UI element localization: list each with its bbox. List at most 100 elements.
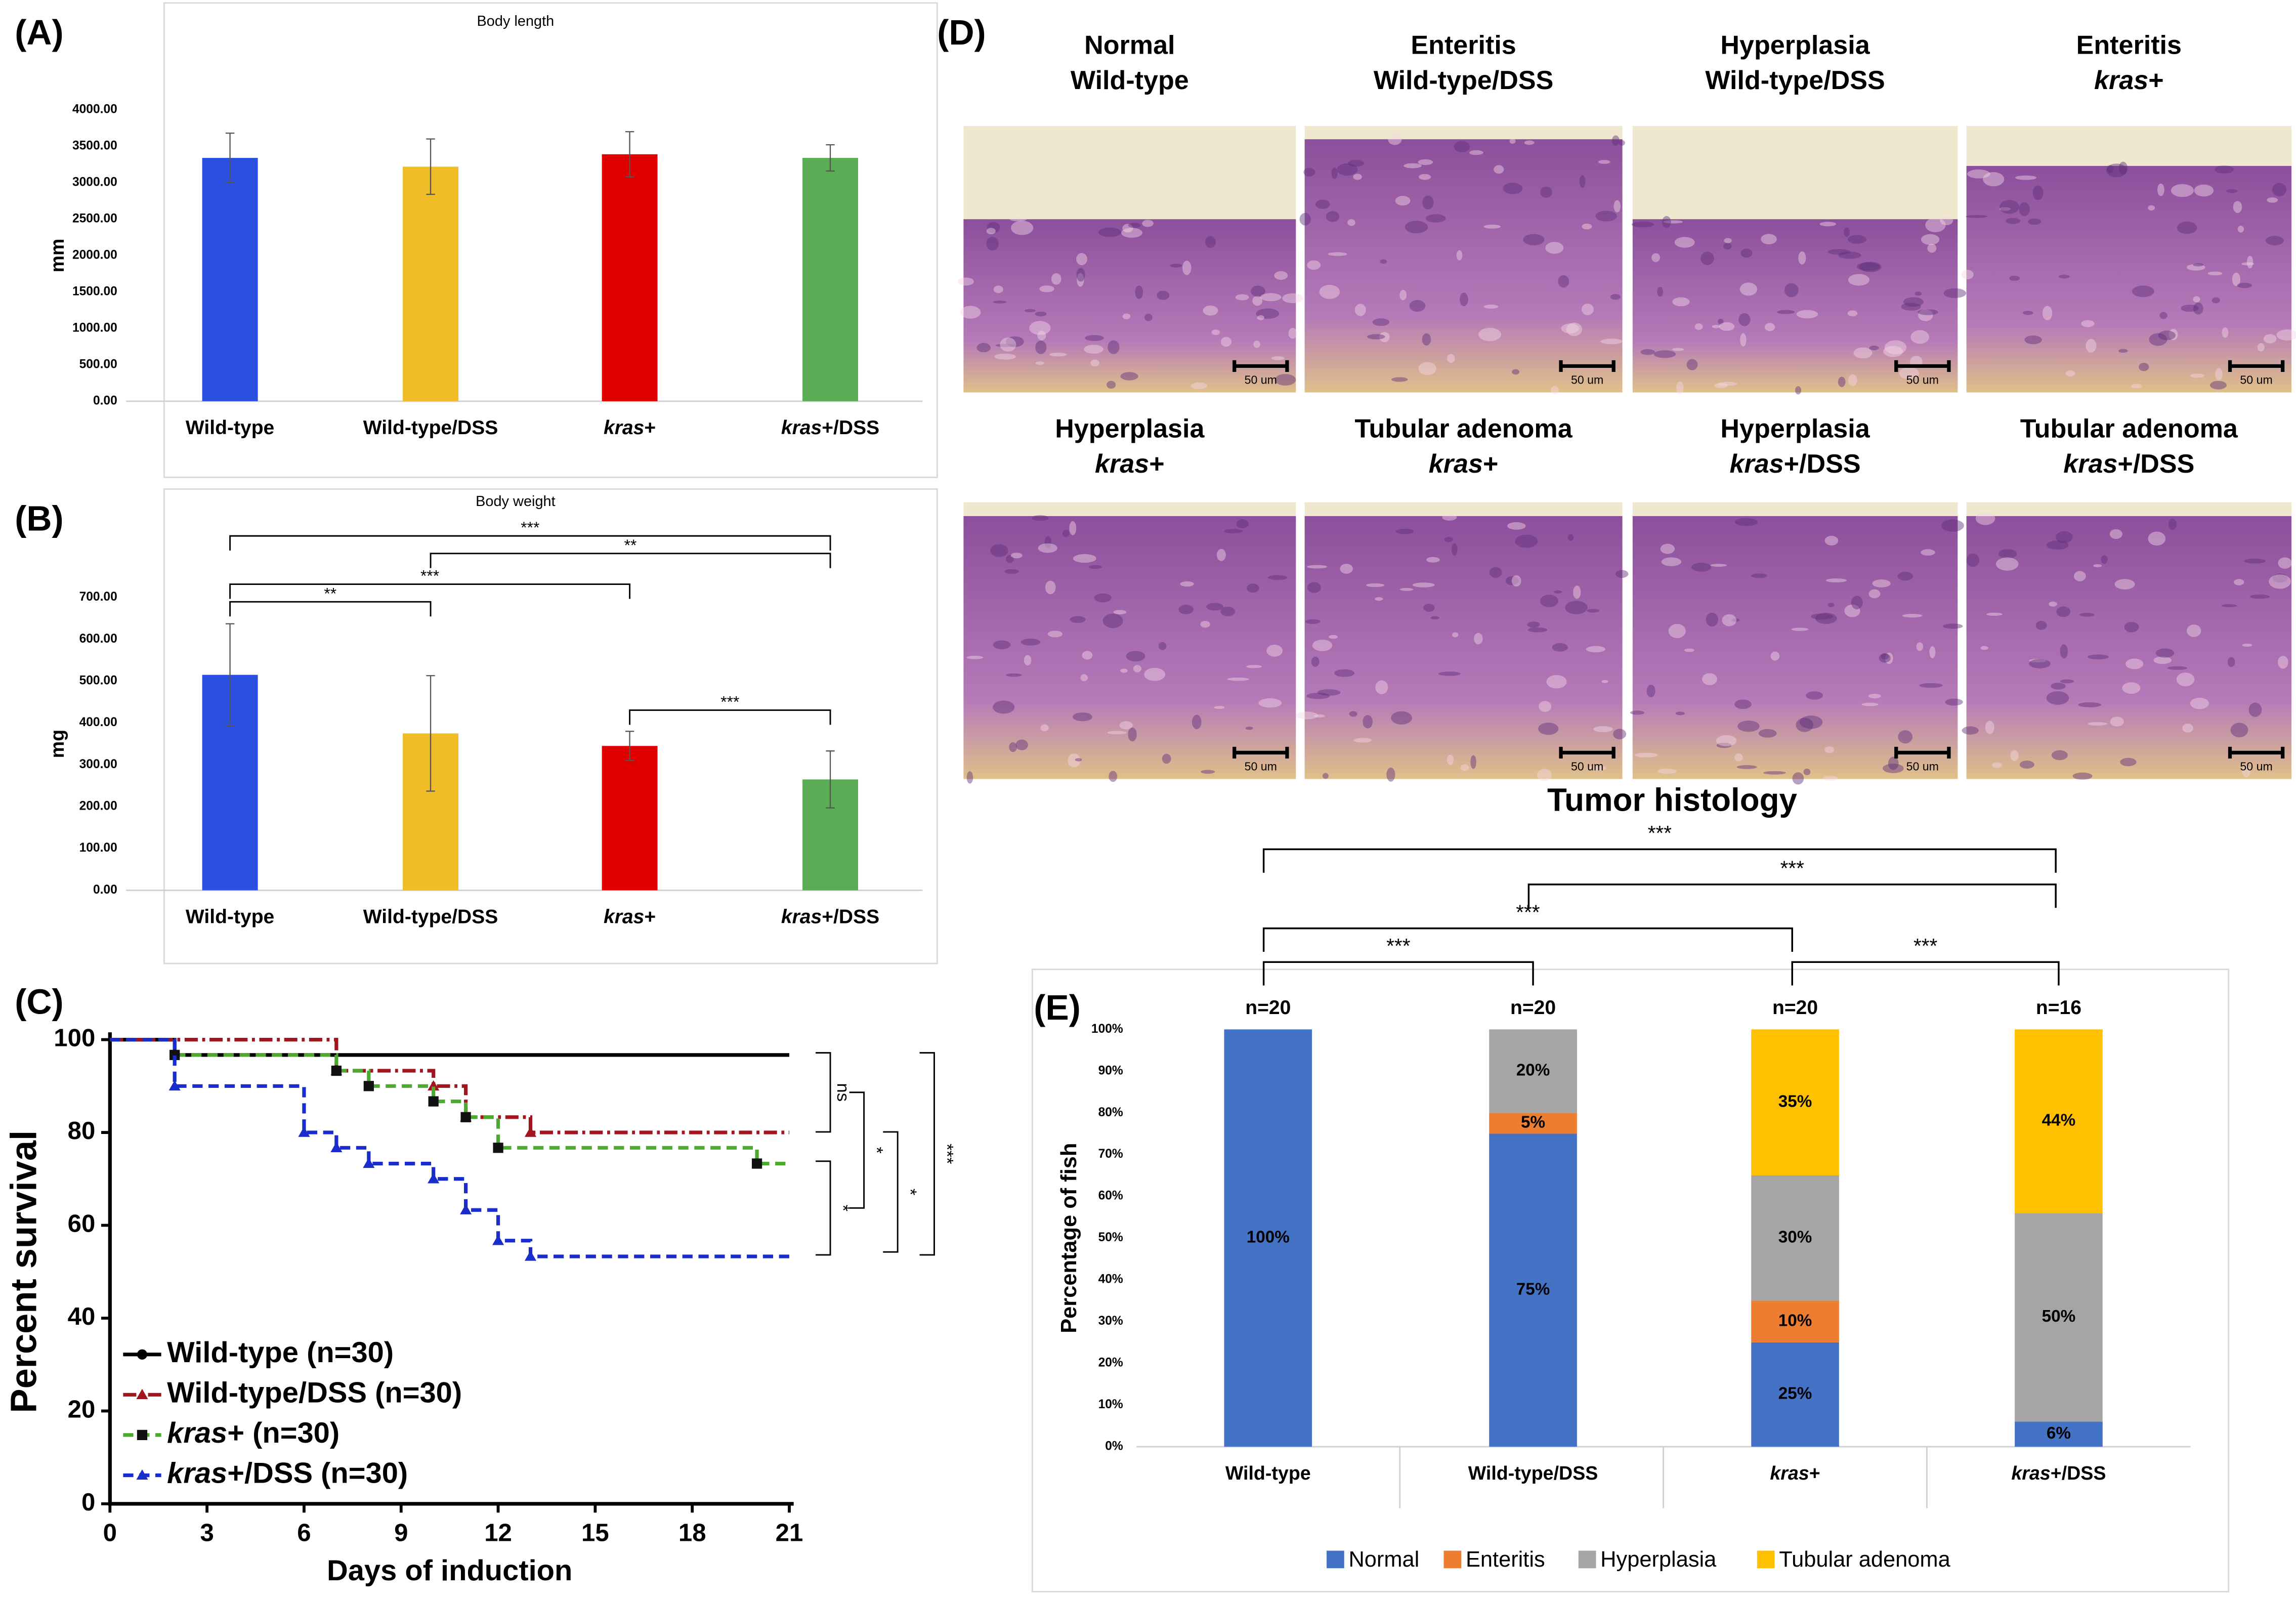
tissue-texture (1798, 251, 1806, 265)
tissue-texture (1694, 323, 1703, 330)
tissue-texture (986, 228, 996, 235)
tissue-texture (1523, 234, 1545, 245)
tissue-texture (1916, 642, 1923, 651)
y-tick-label: 30% (1098, 1314, 1123, 1328)
tissue-texture (2278, 656, 2288, 669)
marker (460, 1204, 472, 1214)
tissue-texture (2169, 518, 2177, 530)
tissue-texture (1824, 746, 1835, 753)
significance-label: ** (624, 536, 637, 554)
tissue-texture (2065, 370, 2075, 376)
tissue-texture (1567, 534, 1574, 541)
image-subtitle: kras+/DSS (1729, 449, 1860, 479)
tissue-texture (1409, 300, 1426, 312)
legend-label: Normal (1348, 1547, 1419, 1572)
error-bar (826, 750, 835, 809)
y-tick-label: 2500.00 (72, 212, 117, 225)
x-tick-label: 21 (776, 1519, 803, 1547)
tissue (1966, 516, 2292, 779)
tissue-texture (2232, 272, 2241, 286)
x-tick-label: Wild-type (1225, 1462, 1311, 1484)
tissue-texture (1367, 334, 1385, 340)
tissue-texture (1869, 345, 1879, 351)
value-label: 25% (1778, 1384, 1812, 1403)
tissue-texture (1738, 313, 1751, 326)
tissue-texture (1489, 567, 1502, 578)
x-tick-label: 3 (200, 1519, 214, 1547)
panel-a-frame (163, 2, 938, 478)
tissue-texture (1540, 186, 1552, 198)
tissue-texture (1098, 227, 1122, 237)
significance-label: *** (1780, 857, 1805, 880)
tissue-texture (1076, 253, 1087, 266)
marker (136, 1469, 148, 1480)
image-title: Tubular adenoma (2020, 414, 2238, 444)
tissue-texture (1527, 621, 1540, 628)
tissue-texture (1657, 768, 1677, 774)
tissue-texture (2171, 184, 2194, 197)
significance-label: * (867, 1147, 886, 1154)
tissue-texture (1613, 729, 1627, 740)
tissue-texture (1917, 309, 1938, 315)
tissue-texture (1015, 739, 1028, 750)
scale-bar-label: 50 um (1245, 373, 1277, 386)
y-tick-label: 0 (81, 1488, 95, 1516)
tissue-texture (1640, 349, 1655, 355)
tissue-texture (1144, 667, 1166, 681)
tissue-texture (2122, 682, 2141, 694)
tissue-texture (1975, 512, 1995, 525)
tissue-texture (1375, 597, 1383, 601)
marker (493, 1143, 503, 1153)
tissue-texture (1925, 218, 1946, 232)
tissue-texture (1395, 196, 1411, 206)
tissue-texture (2023, 311, 2033, 315)
marker (492, 1235, 504, 1245)
tissue-texture (1216, 549, 1226, 561)
tissue-texture (2072, 772, 2093, 780)
tissue-texture (1375, 680, 1388, 695)
tissue-texture (1702, 673, 1717, 685)
tissue-texture (2118, 161, 2128, 175)
y-tick-label: 1000.00 (72, 321, 117, 334)
y-axis-label: Percentage of fish (1057, 1143, 1081, 1333)
bar-segment (1489, 1133, 1577, 1447)
tissue-texture (1039, 285, 1054, 292)
marker (751, 1158, 762, 1169)
text-part: +/DSS (n=30) (227, 1457, 408, 1490)
tissue-texture (1610, 294, 1621, 300)
tissue-texture (1478, 327, 1502, 342)
tissue-texture (1349, 711, 1357, 717)
tissue-texture (1340, 564, 1353, 574)
significance-bracket (919, 1052, 935, 1256)
bar-segment (1751, 1029, 1839, 1175)
marker (524, 1126, 537, 1137)
tissue (1632, 516, 1958, 779)
tissue-texture (2101, 555, 2108, 564)
tissue-texture (1085, 335, 1104, 341)
tissue-texture (1631, 221, 1654, 228)
image-title: Hyperplasia (1720, 30, 1870, 60)
tissue-texture (1806, 691, 1823, 700)
tissue-texture (2056, 606, 2071, 617)
text-part: + (1149, 449, 1164, 479)
tissue-texture (1611, 135, 1620, 146)
value-label: 75% (1516, 1280, 1550, 1299)
significance-bracket (1262, 848, 2057, 873)
tissue-texture (1422, 333, 1431, 346)
tissue-texture (1986, 612, 2003, 616)
tissue-texture (1180, 581, 1194, 587)
y-axis-label: mg (47, 730, 68, 758)
survival-line (110, 1037, 790, 1166)
scale-bar-label: 50 um (1245, 760, 1277, 773)
text-part: kras (2094, 66, 2148, 95)
tissue-texture (1288, 328, 1297, 339)
tissue-texture (1469, 150, 1483, 155)
tissue-texture (2114, 579, 2135, 590)
tissue-texture (1722, 614, 1737, 626)
tissue-texture (1040, 724, 1049, 732)
tissue-texture (1918, 309, 1933, 321)
tissue-texture (1192, 714, 1202, 729)
significance-bracket (229, 535, 831, 551)
tissue-texture (1822, 776, 1838, 781)
